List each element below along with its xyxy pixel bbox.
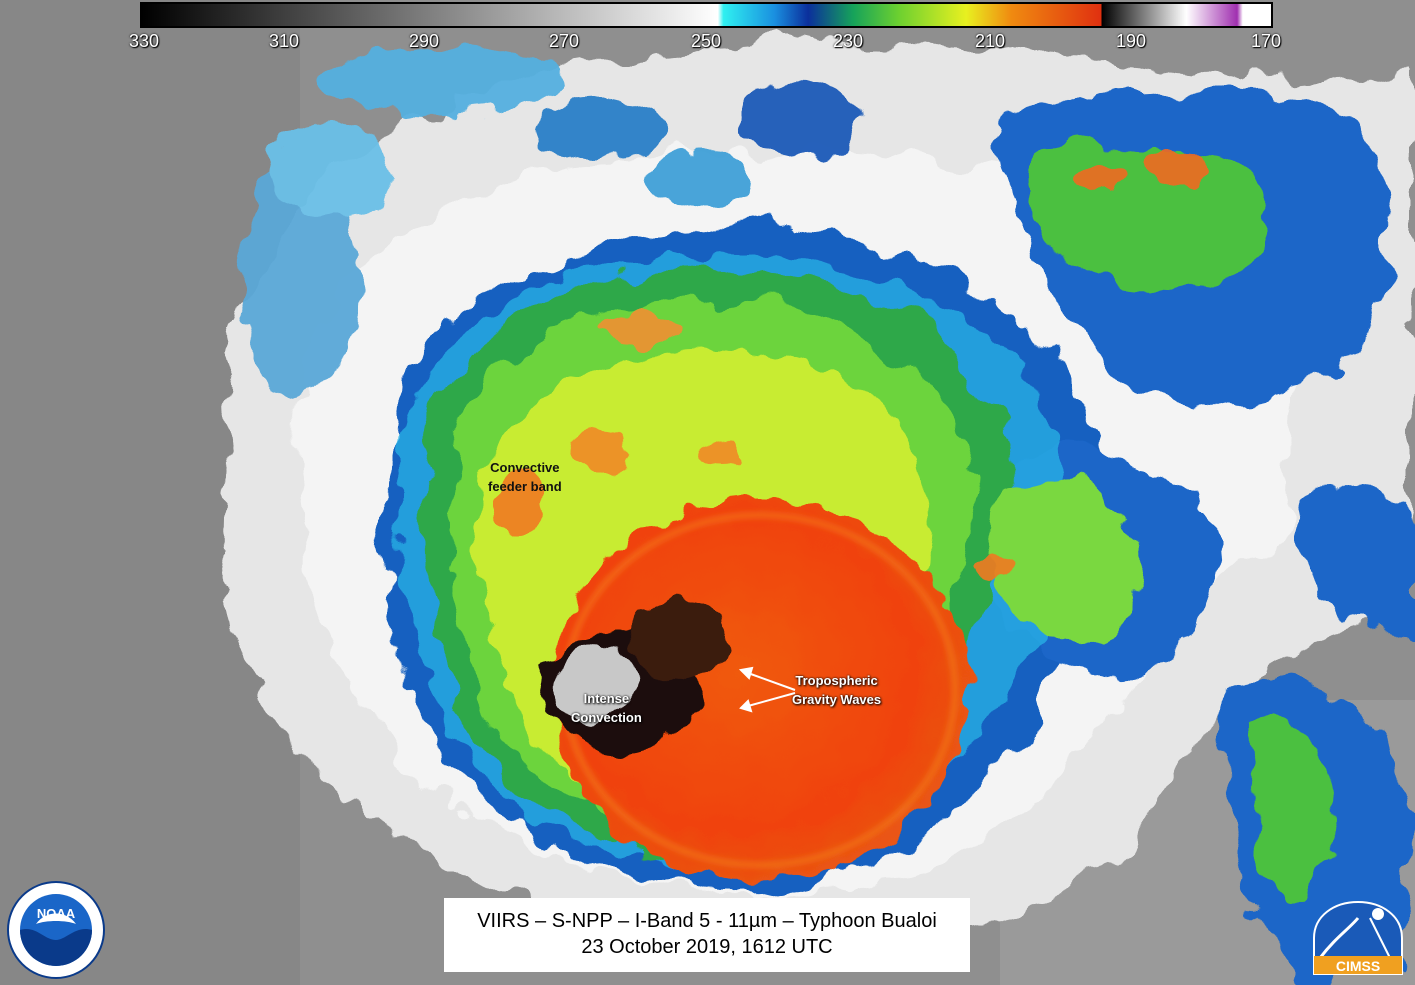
intense-convection-label: Intense Convection — [571, 689, 642, 727]
intense-convection-label-line1: Intense — [583, 691, 630, 706]
cimss-logo-text: CIMSS — [1336, 958, 1380, 974]
colorbar-tick: 210 — [974, 31, 1006, 51]
colorbar-tick: 170 — [1250, 31, 1282, 51]
gravity-waves-label-line2: Gravity Waves — [792, 692, 882, 707]
colorbar-tick: 310 — [268, 31, 300, 51]
title-line2: 23 October 2019, 1612 UTC — [581, 936, 833, 958]
feeder-band-label: Convective feeder band — [488, 458, 562, 496]
cimss-logo: CIMSS — [1313, 900, 1403, 975]
colorbar-tick: 190 — [1115, 31, 1147, 51]
intense-convection-label-line2: Convection — [571, 710, 642, 725]
colorbar-tick: 290 — [408, 31, 440, 51]
noaa-logo: NOAA — [7, 881, 105, 979]
temperature-colorbar — [140, 2, 1273, 28]
colorbar-tick: 230 — [832, 31, 864, 51]
colorbar-tick: 330 — [128, 31, 160, 51]
title-box: VIIRS – S-NPP – I-Band 5 - 11µm – Typhoo… — [444, 898, 970, 972]
feeder-band-label-line1: Convective — [490, 460, 560, 475]
gravity-waves-arrows — [738, 666, 796, 713]
gravity-waves-label: Tropospheric Gravity Waves — [792, 671, 881, 709]
colorbar-tick: 250 — [690, 31, 722, 51]
noaa-logo-text: NOAA — [37, 906, 76, 921]
feeder-band-label-line2: feeder band — [488, 479, 562, 494]
colorbar-tick: 270 — [548, 31, 580, 51]
title-line1: VIIRS – S-NPP – I-Band 5 - 11µm – Typhoo… — [477, 910, 937, 932]
gravity-waves-label-line1: Tropospheric — [795, 673, 878, 688]
